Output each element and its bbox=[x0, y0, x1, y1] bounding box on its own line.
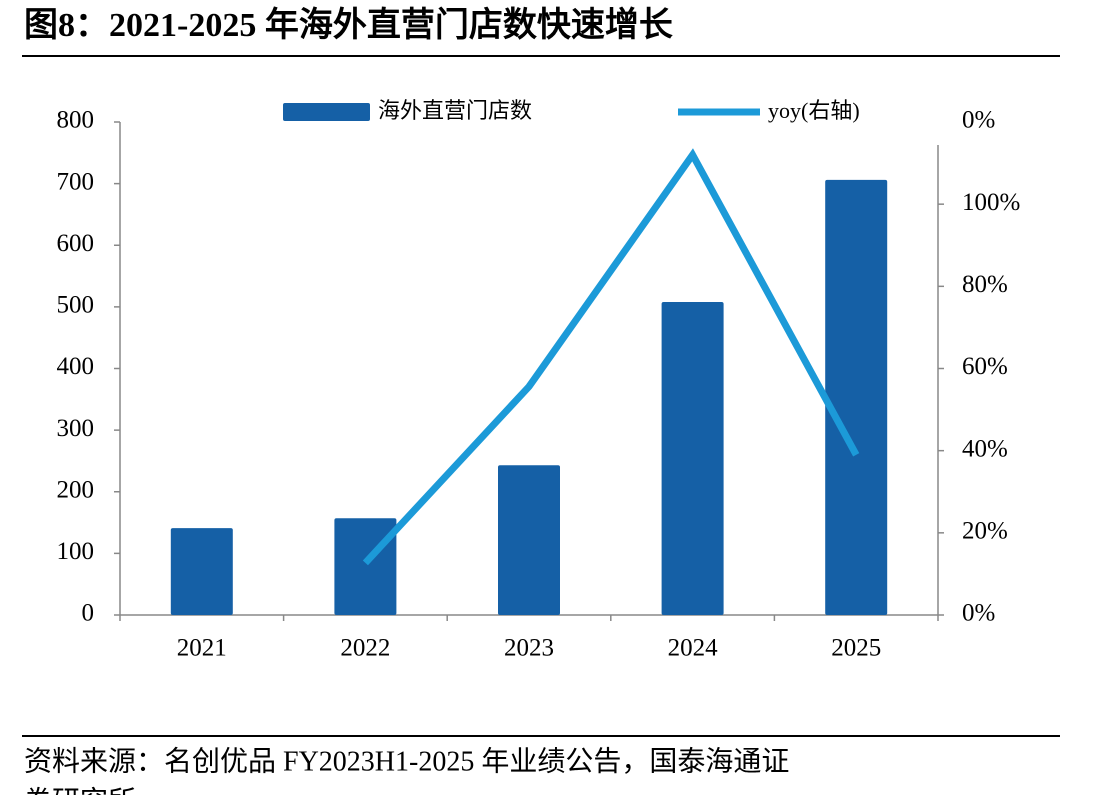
bar bbox=[334, 518, 397, 615]
source: 资料来源：名创优品 FY2023H1-2025 年业绩公告，国泰海通证 bbox=[24, 745, 789, 777]
y2-tick-label: 40% bbox=[962, 435, 1008, 462]
y-tick-label: 0 bbox=[82, 600, 95, 627]
y-tick-label: 100 bbox=[57, 538, 95, 565]
bar bbox=[825, 179, 888, 616]
y-tick-label: 600 bbox=[57, 230, 95, 257]
line bbox=[362, 148, 860, 566]
y2-tick-label: 0% bbox=[962, 600, 995, 627]
x-tick-label: 2025 bbox=[831, 635, 881, 662]
bar bbox=[498, 465, 560, 615]
y2-tick-label: 80% bbox=[962, 271, 1008, 298]
y-tick-label: 500 bbox=[57, 292, 95, 319]
y-tick-label: 800 bbox=[57, 107, 95, 134]
source: 券研究所 bbox=[24, 785, 136, 795]
y2-tick-label: 0% bbox=[962, 107, 995, 134]
y2-tick-label: 20% bbox=[962, 518, 1008, 545]
y-tick-label: 300 bbox=[57, 415, 95, 442]
y2-tick-label: 60% bbox=[962, 353, 1008, 380]
bar bbox=[661, 301, 724, 615]
x-tick-label: 2022 bbox=[340, 635, 390, 662]
y-tick-label: 200 bbox=[57, 476, 95, 503]
y-tick-label: 400 bbox=[57, 353, 95, 380]
y-tick-label: 700 bbox=[57, 168, 95, 195]
x-tick-label: 2023 bbox=[504, 635, 554, 662]
bar bbox=[170, 528, 233, 615]
x-tick-label: 2021 bbox=[177, 635, 227, 662]
legend-label: yoy(右轴) bbox=[768, 98, 860, 123]
legend-label: 海外直营门店数 bbox=[378, 98, 532, 123]
x-tick-label: 2024 bbox=[668, 635, 719, 662]
y2-tick-label: 100% bbox=[962, 189, 1020, 216]
chart-title: 图8：2021-2025 年海外直营门店数快速增长 bbox=[24, 6, 673, 44]
legend-swatch bbox=[283, 103, 370, 121]
